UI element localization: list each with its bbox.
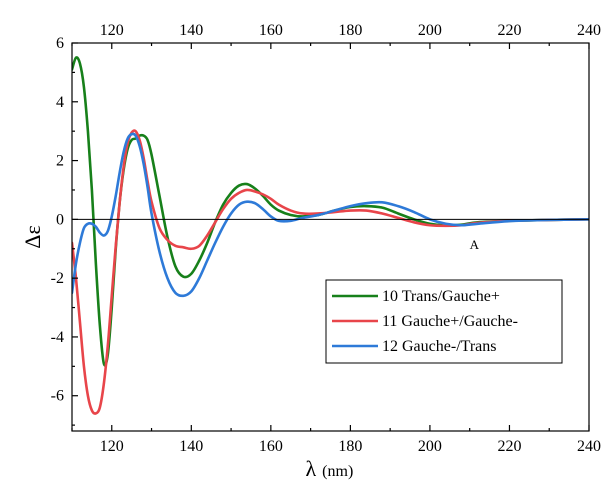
x-axis-title: λ (nm) xyxy=(306,456,354,481)
x-tick-label-bottom: 200 xyxy=(418,438,442,455)
x-tick-label-bottom: 180 xyxy=(338,438,362,455)
y-axis-title: Δε xyxy=(20,225,45,248)
y-tick-label: 4 xyxy=(56,94,64,111)
y-tick-label: -4 xyxy=(51,329,64,346)
x-tick-label-bottom: 160 xyxy=(259,438,283,455)
annotations-layer: A xyxy=(470,237,480,252)
legend-label: 11 Gauche+/Gauche- xyxy=(382,313,518,330)
series-layer xyxy=(72,56,589,415)
x-tick-label-bottom: 240 xyxy=(577,438,601,455)
series-line-3 xyxy=(72,132,589,298)
x-tick-label-bottom: 120 xyxy=(100,438,124,455)
y-tick-label: 2 xyxy=(56,153,64,170)
x-axis-unit: (nm) xyxy=(322,463,353,480)
x-tick-label-top: 160 xyxy=(259,22,283,39)
annotation-label: A xyxy=(470,237,480,252)
x-tick-label-bottom: 140 xyxy=(179,438,203,455)
legend-label: 12 Gauche-/Trans xyxy=(382,338,497,355)
y-tick-label: 0 xyxy=(56,211,64,228)
y-tick-label: 6 xyxy=(56,35,64,52)
legend: 10 Trans/Gauche+ 11 Gauche+/Gauche- 12 Gau… xyxy=(325,279,563,364)
y-tick-label: -6 xyxy=(51,388,64,405)
plot-frame xyxy=(71,42,590,432)
series-line-2 xyxy=(72,129,589,415)
tick-labels-layer: 1201201401401601601801802002002202202402… xyxy=(51,22,601,455)
x-tick-label-top: 200 xyxy=(418,22,442,39)
y-tick-label: -2 xyxy=(51,270,64,287)
x-tick-label-top: 240 xyxy=(577,22,601,39)
x-tick-label-top: 180 xyxy=(338,22,362,39)
x-axis-symbol: λ xyxy=(306,456,317,481)
x-tick-label-top: 140 xyxy=(179,22,203,39)
x-tick-label-top: 120 xyxy=(100,22,124,39)
ticks-layer xyxy=(71,42,590,431)
x-tick-label-bottom: 220 xyxy=(497,438,521,455)
x-tick-label-top: 220 xyxy=(497,22,521,39)
legend-label: 10 Trans/Gauche+ xyxy=(382,288,500,305)
